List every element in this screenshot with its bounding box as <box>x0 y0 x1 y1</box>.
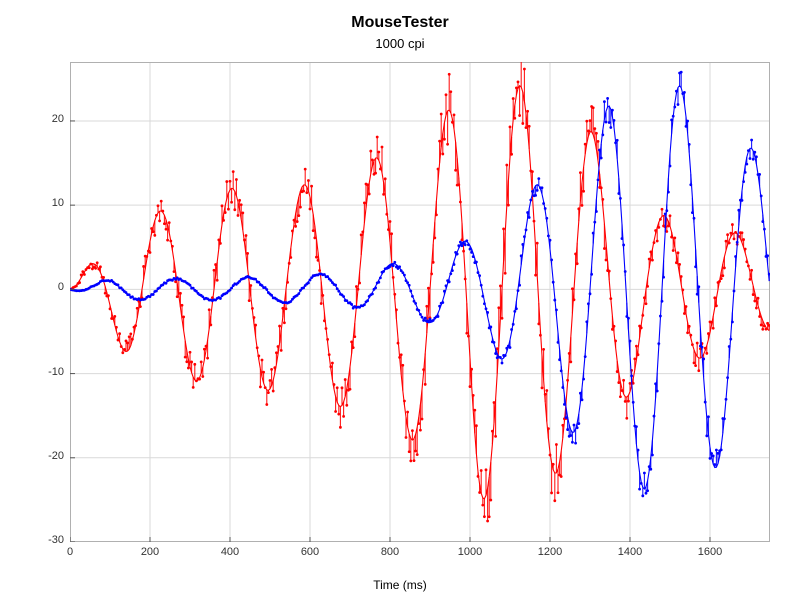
chart-title: MouseTester <box>0 14 800 32</box>
x-tick-label: 200 <box>132 546 168 558</box>
x-tick-label: 1600 <box>692 546 728 558</box>
y-tick-label: 0 <box>58 281 64 293</box>
x-tick-label: 1000 <box>452 546 488 558</box>
x-tick-label: 1400 <box>612 546 648 558</box>
x-tick-label: 400 <box>212 546 248 558</box>
x-tick-label: 800 <box>372 546 408 558</box>
y-tick-label: -20 <box>48 450 64 462</box>
y-tick-label: -30 <box>48 534 64 546</box>
x-tick-label: 600 <box>292 546 328 558</box>
y-tick-label: 20 <box>52 113 64 125</box>
x-tick-label: 0 <box>52 546 88 558</box>
chart-plot-area <box>70 62 770 542</box>
chart-container: MouseTester 1000 cpi Counts [x = Blue, y… <box>0 0 800 600</box>
y-tick-label: 10 <box>52 197 64 209</box>
y-tick-label: -10 <box>48 366 64 378</box>
chart-subtitle: 1000 cpi <box>0 36 800 51</box>
x-axis-label: Time (ms) <box>0 578 800 592</box>
x-tick-label: 1200 <box>532 546 568 558</box>
